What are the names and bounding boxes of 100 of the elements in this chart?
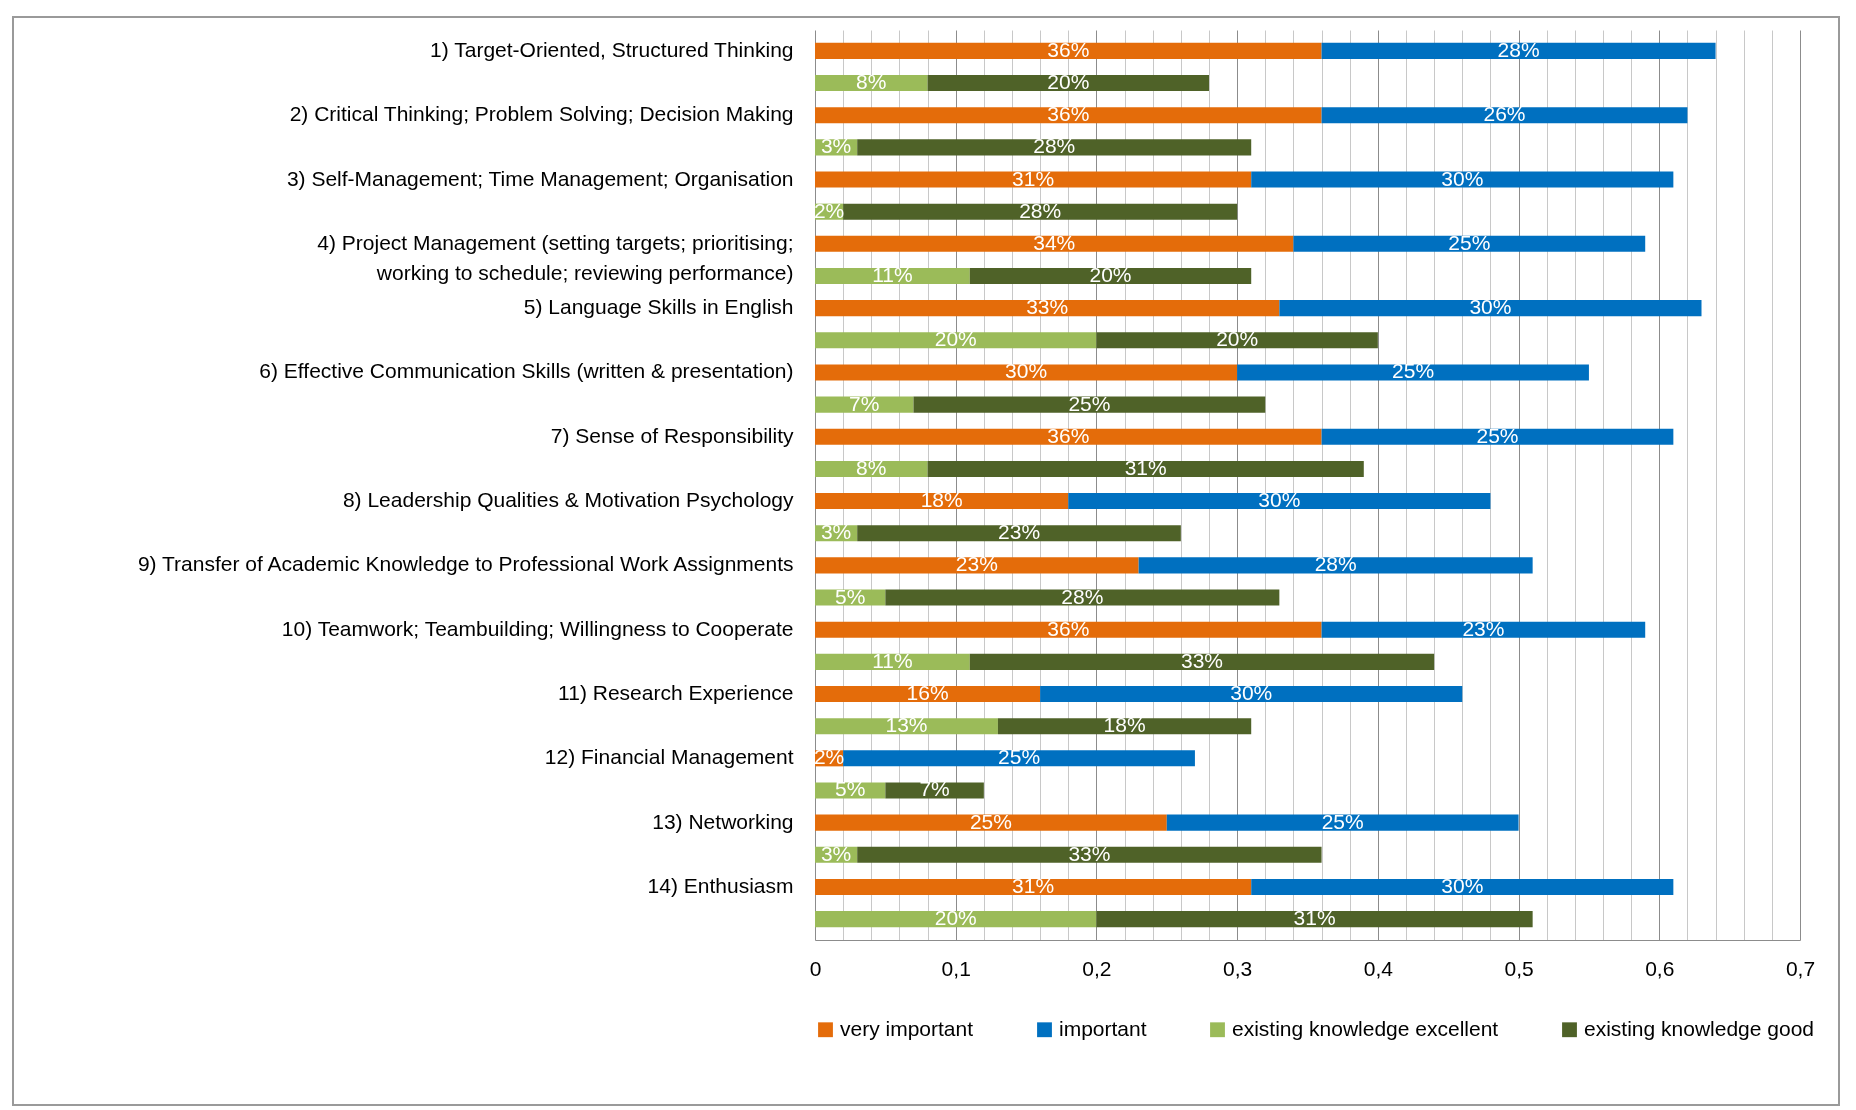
bar [1293, 235, 1646, 252]
bar [1096, 911, 1533, 928]
data-label: 31% [1124, 455, 1167, 479]
bar [843, 750, 1195, 767]
data-label: 13% [885, 713, 928, 737]
data-label: 26% [1483, 102, 1526, 126]
data-label: 28% [1497, 37, 1540, 61]
bar [1166, 814, 1519, 831]
bar [815, 493, 1069, 510]
y-tick-label: 7) Sense of Responsibility [550, 423, 794, 447]
x-tick-label: 0 [809, 956, 822, 980]
y-tick-label: 12) Financial Management [544, 745, 794, 769]
bar [1040, 685, 1463, 703]
data-label: 23% [998, 520, 1041, 544]
bar [815, 107, 1322, 124]
data-label: 25% [1476, 423, 1519, 447]
x-tick-label: 0,7 [1785, 956, 1816, 980]
data-label: 30% [1005, 359, 1048, 383]
bar [969, 267, 1252, 285]
y-tick-label: 3) Self-Management; Time Management; Organisation [286, 166, 794, 190]
bar [1321, 621, 1646, 638]
data-label: 36% [1047, 616, 1090, 640]
bar [885, 782, 984, 799]
bar [857, 139, 1252, 156]
legend-label: existing knowledge good [1584, 1016, 1814, 1040]
bar [857, 525, 1181, 542]
data-label: 25% [1392, 359, 1435, 383]
data-label: 2% [813, 198, 845, 222]
data-label: 25% [969, 809, 1012, 833]
data-label: 30% [1441, 166, 1484, 190]
bar [1279, 300, 1702, 317]
bar [815, 621, 1322, 638]
data-label: 20% [1047, 70, 1090, 94]
y-tick-label: 14) Enthusiasm [647, 873, 794, 897]
bar [1068, 493, 1491, 510]
y-tick-label: 5) Language Skills in English [523, 295, 794, 319]
y-tick-label: 6) Effective Communication Skills (written & presentation) [259, 359, 794, 383]
y-tick-label: 9) Transfer of Academic Knowledge to Professional Work Assignments [137, 552, 794, 576]
data-label: 25% [998, 745, 1041, 769]
data-label: 30% [1258, 488, 1301, 512]
data-label: 36% [1047, 102, 1090, 126]
y-tick-label: 1) Target-Oriented, Structured Thinking [430, 37, 794, 61]
bar [815, 878, 1252, 895]
bar [857, 846, 1322, 863]
bar [1321, 107, 1688, 124]
data-label: 36% [1047, 37, 1090, 61]
data-label: 28% [1314, 552, 1357, 576]
data-label: 8% [856, 70, 887, 94]
data-label: 36% [1047, 423, 1090, 447]
bar [815, 300, 1280, 317]
bar [885, 589, 1280, 606]
y-tick-label: 13) Networking [652, 809, 794, 833]
bar [1096, 332, 1378, 349]
bar [815, 685, 1041, 703]
data-label: 3% [820, 520, 852, 544]
bar [815, 42, 1322, 59]
legend-label: very important [840, 1016, 974, 1040]
x-tick-label: 0,5 [1504, 956, 1534, 980]
bar [815, 364, 1238, 381]
data-label: 25% [1068, 391, 1111, 415]
data-label: 16% [906, 681, 949, 705]
data-label: 33% [1180, 648, 1223, 672]
bar [815, 428, 1322, 445]
data-label: 30% [1230, 681, 1273, 705]
bar [969, 653, 1435, 670]
data-label: 31% [1012, 873, 1055, 897]
data-label: 8% [856, 455, 887, 479]
data-label: 18% [1103, 713, 1146, 737]
data-label: 28% [1061, 584, 1104, 608]
data-label: 11% [872, 262, 913, 286]
bar [815, 332, 1097, 349]
data-label: 11% [872, 648, 913, 672]
y-tick-label: 10) Teamwork; Teambuilding; Willingness to Cooperate [281, 616, 794, 640]
x-tick-label: 0,6 [1645, 956, 1675, 980]
y-tick-label: 2) Critical Thinking; Problem Solving; Decision Making [289, 102, 794, 126]
bar [1251, 878, 1674, 895]
data-label: 20% [1089, 262, 1132, 286]
bar [815, 171, 1252, 188]
data-label: 18% [920, 488, 963, 512]
data-label: 7% [919, 777, 950, 801]
data-label: 3% [820, 841, 852, 865]
bar [1237, 364, 1589, 381]
data-label: 20% [1216, 327, 1259, 351]
y-tick-label: 4) Project Management (setting targets; prioritising; working to schedule; reviewing performance) [317, 230, 794, 284]
bar [1138, 557, 1533, 574]
y-tick-label: 11) Research Experience [558, 681, 794, 705]
bar [815, 235, 1294, 252]
x-tick-label: 0,2 [1082, 956, 1112, 980]
legend-label: important [1059, 1016, 1147, 1040]
data-label: 30% [1441, 873, 1484, 897]
legend-label: existing knowledge excellent [1232, 1016, 1499, 1040]
data-label: 23% [955, 552, 998, 576]
x-tick-label: 0,1 [941, 956, 971, 980]
data-label: 28% [1033, 134, 1076, 158]
bar [997, 718, 1252, 735]
data-label: 7% [849, 391, 880, 415]
bar [927, 460, 1364, 477]
y-tick-label: 8) Leadership Qualities & Motivation Psychology [342, 488, 794, 512]
data-label: 20% [934, 327, 977, 351]
data-label: 28% [1019, 198, 1062, 222]
